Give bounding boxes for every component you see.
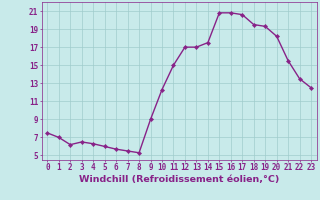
X-axis label: Windchill (Refroidissement éolien,°C): Windchill (Refroidissement éolien,°C)	[79, 175, 279, 184]
